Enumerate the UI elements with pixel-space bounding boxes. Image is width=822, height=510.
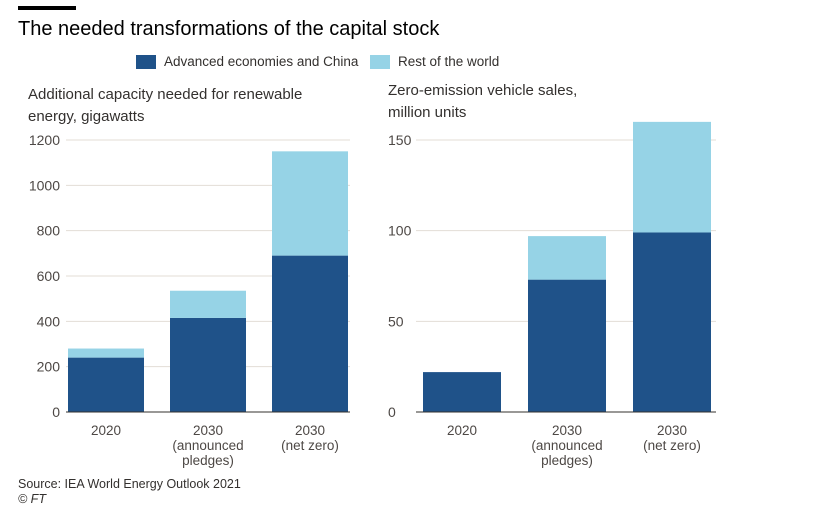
top-rule — [18, 6, 76, 10]
left-bar-advanced-0 — [68, 357, 144, 412]
right-x-category-label: 2030 — [657, 423, 687, 438]
source-text: Source: IEA World Energy Outlook 2021 — [18, 477, 241, 491]
legend-item-rest: Rest of the world — [370, 54, 499, 69]
left-x-category-label: (announced — [172, 438, 243, 453]
legend-swatch-advanced — [136, 54, 156, 69]
left-y-tick-label: 800 — [37, 223, 61, 239]
right-x-category-label: 2030 — [552, 423, 582, 438]
right-x-category-label: (net zero) — [643, 438, 701, 453]
left-y-tick-label: 1000 — [29, 177, 60, 193]
left-y-tick-label: 0 — [52, 404, 60, 420]
legend-swatch-rest — [370, 54, 390, 69]
left-y-tick-label: 600 — [37, 268, 61, 284]
chart-headline: The needed transformations of the capita… — [18, 18, 440, 40]
left-x-category-label: 2020 — [91, 423, 121, 438]
right-y-tick-label: 100 — [388, 223, 412, 239]
legend-label-advanced: Advanced economies and China — [164, 54, 359, 69]
right-bar-advanced-2 — [633, 232, 711, 412]
left-chart-title-line-1: Additional capacity needed for renewable — [28, 86, 303, 103]
right-chart-title-line-2: million units — [388, 104, 467, 121]
left-bar-rest-1 — [170, 290, 246, 318]
left-bar-rest-2 — [272, 151, 348, 256]
left-bar-rest-0 — [68, 348, 144, 358]
left-y-tick-label: 1200 — [29, 132, 60, 148]
legend-label-rest: Rest of the world — [398, 54, 500, 69]
legend-item-advanced: Advanced economies and China — [136, 54, 358, 69]
left-chart-title-line-2: energy, gigawatts — [28, 108, 145, 125]
right-y-tick-label: 150 — [388, 132, 412, 148]
left-x-category-label: 2030 — [295, 423, 325, 438]
right-y-tick-label: 0 — [388, 404, 396, 420]
source-note: Source: IEA World Energy Outlook 2021 © … — [18, 477, 241, 507]
right-bar-advanced-1 — [528, 279, 606, 412]
left-chart-title: Additional capacity needed for renewable… — [28, 84, 302, 128]
left-bar-advanced-2 — [272, 255, 348, 412]
right-x-category-label: pledges) — [541, 453, 593, 468]
left-y-tick-label: 400 — [37, 313, 61, 329]
right-x-category-label: 2020 — [447, 423, 477, 438]
right-y-tick-label: 50 — [388, 313, 404, 329]
right-chart-title-line-1: Zero-emission vehicle sales, — [388, 82, 578, 99]
copyright-text: © FT — [18, 492, 46, 506]
right-chart-title: Zero-emission vehicle sales, million uni… — [388, 80, 577, 124]
left-y-tick-label: 200 — [37, 359, 61, 375]
right-x-category-label: (announced — [531, 438, 602, 453]
left-x-category-label: pledges) — [182, 453, 234, 468]
left-x-category-label: 2030 — [193, 423, 223, 438]
left-bar-advanced-1 — [170, 317, 246, 412]
left-x-category-label: (net zero) — [281, 438, 339, 453]
right-bar-advanced-0 — [423, 372, 501, 412]
right-bar-rest-2 — [633, 121, 711, 233]
legend: Advanced economies and China Rest of the… — [0, 54, 822, 72]
right-bar-rest-1 — [528, 236, 606, 280]
